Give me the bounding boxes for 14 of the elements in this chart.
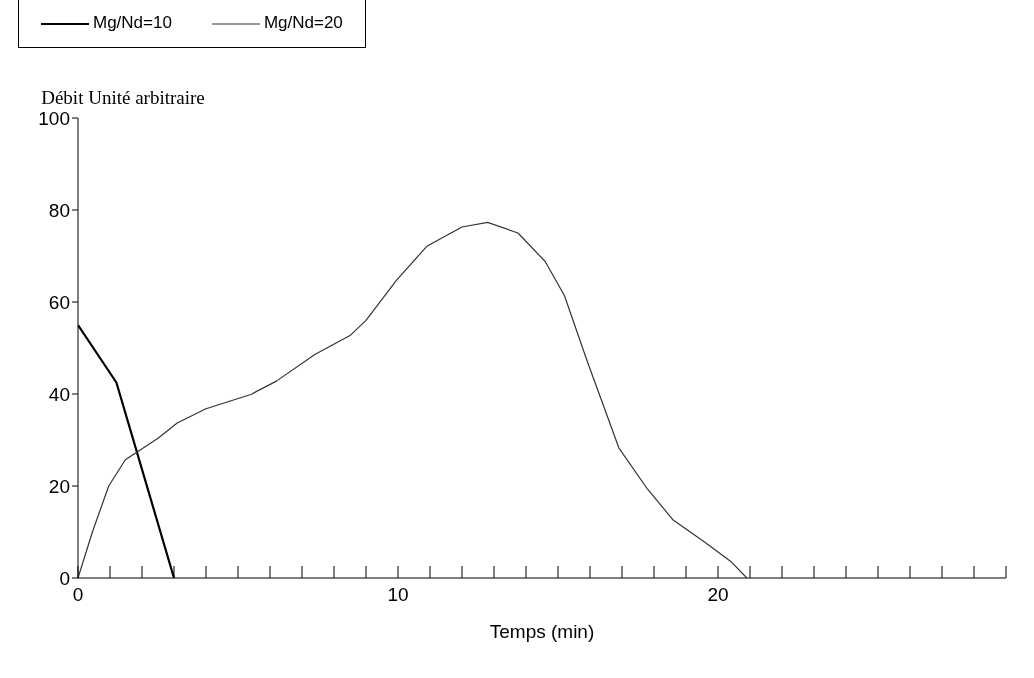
y-tick-label: 20 [48,475,70,497]
x-tick-label: 20 [707,584,729,606]
x-tick-label: 10 [387,584,409,606]
legend-label: Mg/Nd=10 [92,13,172,32]
y-tick-label: 0 [59,567,70,589]
y-tick-label: 60 [48,291,70,313]
legend-label: Mg/Nd=20 [262,13,343,32]
line-series [78,221,748,578]
y-tick-label: 100 [38,107,70,129]
x-axis-title: Temps (min) [489,621,595,642]
y-tick-label: 80 [48,199,70,221]
x-tick-label: 0 [72,584,84,606]
y-axis-title: Débit Unité arbitraire [41,87,205,108]
y-tick-label: 40 [48,383,70,405]
